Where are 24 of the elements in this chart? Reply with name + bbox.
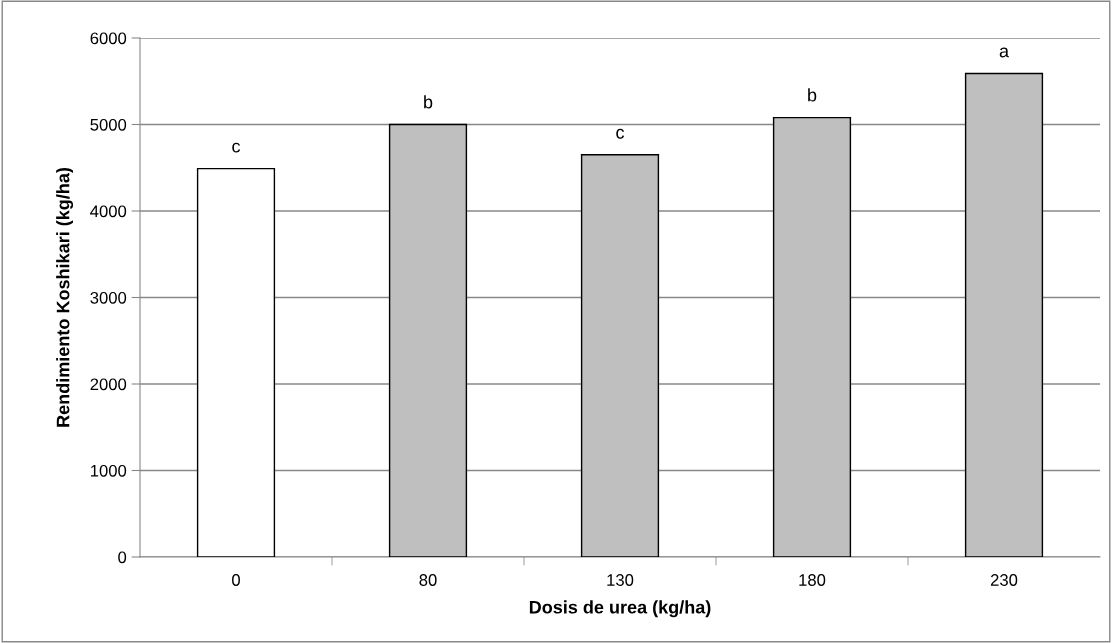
x-tick-label: 80 bbox=[419, 574, 437, 586]
annotation: c bbox=[232, 142, 241, 153]
y-tick-label: 0 bbox=[118, 551, 127, 564]
y-axis-title: Rendimiento Koshikari (kg/ha) bbox=[56, 167, 74, 427]
bar bbox=[196, 167, 276, 557]
y-tick-label: 5000 bbox=[90, 118, 127, 131]
bar bbox=[388, 123, 468, 557]
annotation: b bbox=[808, 88, 817, 102]
x-tick-label: 180 bbox=[799, 574, 826, 586]
y-tick-label: 2000 bbox=[90, 378, 127, 391]
x-axis-title: Dosis de urea (kg/ha) bbox=[529, 600, 711, 618]
x-tick-label: 0 bbox=[232, 574, 240, 586]
annotation: a bbox=[999, 47, 1010, 58]
annotation: b bbox=[424, 95, 433, 109]
bar bbox=[964, 72, 1044, 557]
y-tick-label: 6000 bbox=[90, 32, 127, 45]
x-tick-label: 130 bbox=[607, 574, 634, 586]
y-tick-label: 4000 bbox=[90, 205, 127, 218]
y-tick-label: 1000 bbox=[91, 464, 127, 477]
bar bbox=[580, 154, 660, 557]
y-tick-label: 3000 bbox=[90, 291, 127, 304]
bar bbox=[772, 116, 852, 557]
annotation: c bbox=[616, 128, 625, 139]
x-tick-label: 230 bbox=[990, 574, 1018, 586]
